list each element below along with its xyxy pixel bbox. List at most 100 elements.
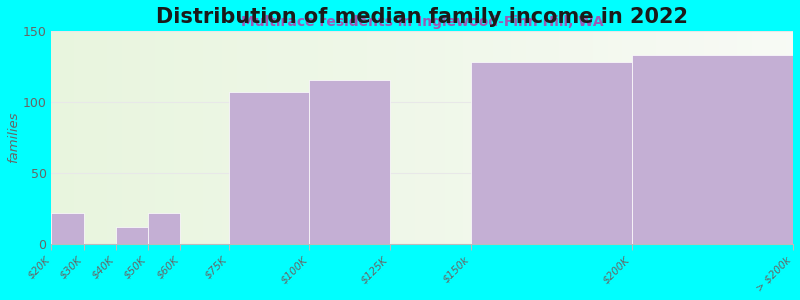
Bar — [760, 31, 763, 244]
Bar — [314, 31, 318, 244]
Bar — [534, 31, 538, 244]
Bar — [107, 31, 110, 244]
Bar — [207, 31, 211, 244]
Bar — [248, 31, 252, 244]
Bar — [518, 31, 522, 244]
Bar — [422, 31, 426, 244]
Bar — [674, 31, 678, 244]
Bar — [144, 31, 148, 244]
Bar — [200, 31, 203, 244]
Bar — [630, 31, 634, 244]
Bar — [448, 31, 452, 244]
Bar — [463, 31, 466, 244]
Bar — [159, 31, 162, 244]
Bar — [178, 31, 182, 244]
Bar — [366, 31, 370, 244]
Bar — [334, 31, 337, 244]
Bar — [259, 31, 263, 244]
Bar — [632, 56, 793, 244]
Bar — [552, 31, 556, 244]
Bar — [89, 31, 92, 244]
Text: Multirace residents in Inglewood-Finn Hill, WA: Multirace residents in Inglewood-Finn Hi… — [241, 15, 603, 29]
Bar — [500, 31, 504, 244]
Bar — [649, 31, 652, 244]
Bar — [252, 31, 255, 244]
Bar — [255, 31, 259, 244]
Bar — [92, 31, 96, 244]
Bar — [326, 31, 330, 244]
Bar — [767, 31, 771, 244]
Bar — [604, 31, 608, 244]
Bar — [593, 31, 597, 244]
Bar — [415, 31, 418, 244]
Bar — [522, 31, 526, 244]
Bar — [563, 31, 567, 244]
Bar — [430, 31, 434, 244]
Bar — [74, 31, 78, 244]
Bar — [166, 31, 170, 244]
Bar — [497, 31, 500, 244]
Bar — [393, 31, 396, 244]
Bar — [641, 31, 645, 244]
Bar — [790, 31, 793, 244]
Bar — [400, 31, 404, 244]
Bar — [434, 31, 437, 244]
Bar — [711, 31, 715, 244]
Bar — [118, 31, 122, 244]
Bar — [192, 31, 196, 244]
Bar — [322, 31, 326, 244]
Bar — [578, 31, 582, 244]
Bar — [456, 31, 459, 244]
Title: Distribution of median family income in 2022: Distribution of median family income in … — [156, 7, 688, 27]
Bar — [626, 31, 630, 244]
Bar — [189, 31, 192, 244]
Bar — [370, 31, 374, 244]
Bar — [452, 31, 456, 244]
Bar — [634, 31, 638, 244]
Bar — [233, 31, 237, 244]
Bar — [774, 31, 778, 244]
Bar — [203, 31, 207, 244]
Bar — [304, 31, 307, 244]
Bar — [318, 31, 322, 244]
Bar — [114, 31, 118, 244]
Bar — [686, 31, 690, 244]
Bar — [222, 31, 226, 244]
Bar — [296, 31, 300, 244]
Bar — [155, 31, 159, 244]
Bar — [378, 31, 382, 244]
Bar — [407, 31, 411, 244]
Bar — [741, 31, 745, 244]
Bar — [726, 31, 730, 244]
Bar — [778, 31, 782, 244]
Bar — [81, 31, 85, 244]
Bar — [667, 31, 670, 244]
Bar — [567, 31, 570, 244]
Bar — [389, 31, 393, 244]
Bar — [474, 31, 478, 244]
Bar — [615, 31, 618, 244]
Bar — [682, 31, 686, 244]
Bar — [148, 213, 181, 244]
Bar — [116, 227, 148, 244]
Bar — [489, 31, 493, 244]
Bar — [170, 31, 174, 244]
Bar — [622, 31, 626, 244]
Bar — [486, 31, 489, 244]
Bar — [538, 31, 541, 244]
Bar — [426, 31, 430, 244]
Bar — [66, 31, 70, 244]
Bar — [293, 31, 296, 244]
Bar — [137, 31, 141, 244]
Bar — [541, 31, 545, 244]
Bar — [556, 31, 559, 244]
Bar — [62, 31, 66, 244]
Bar — [559, 31, 563, 244]
Bar — [404, 31, 407, 244]
Bar — [719, 31, 722, 244]
Bar — [482, 31, 486, 244]
Bar — [586, 31, 589, 244]
Bar — [274, 31, 278, 244]
Bar — [344, 31, 348, 244]
Bar — [530, 31, 534, 244]
